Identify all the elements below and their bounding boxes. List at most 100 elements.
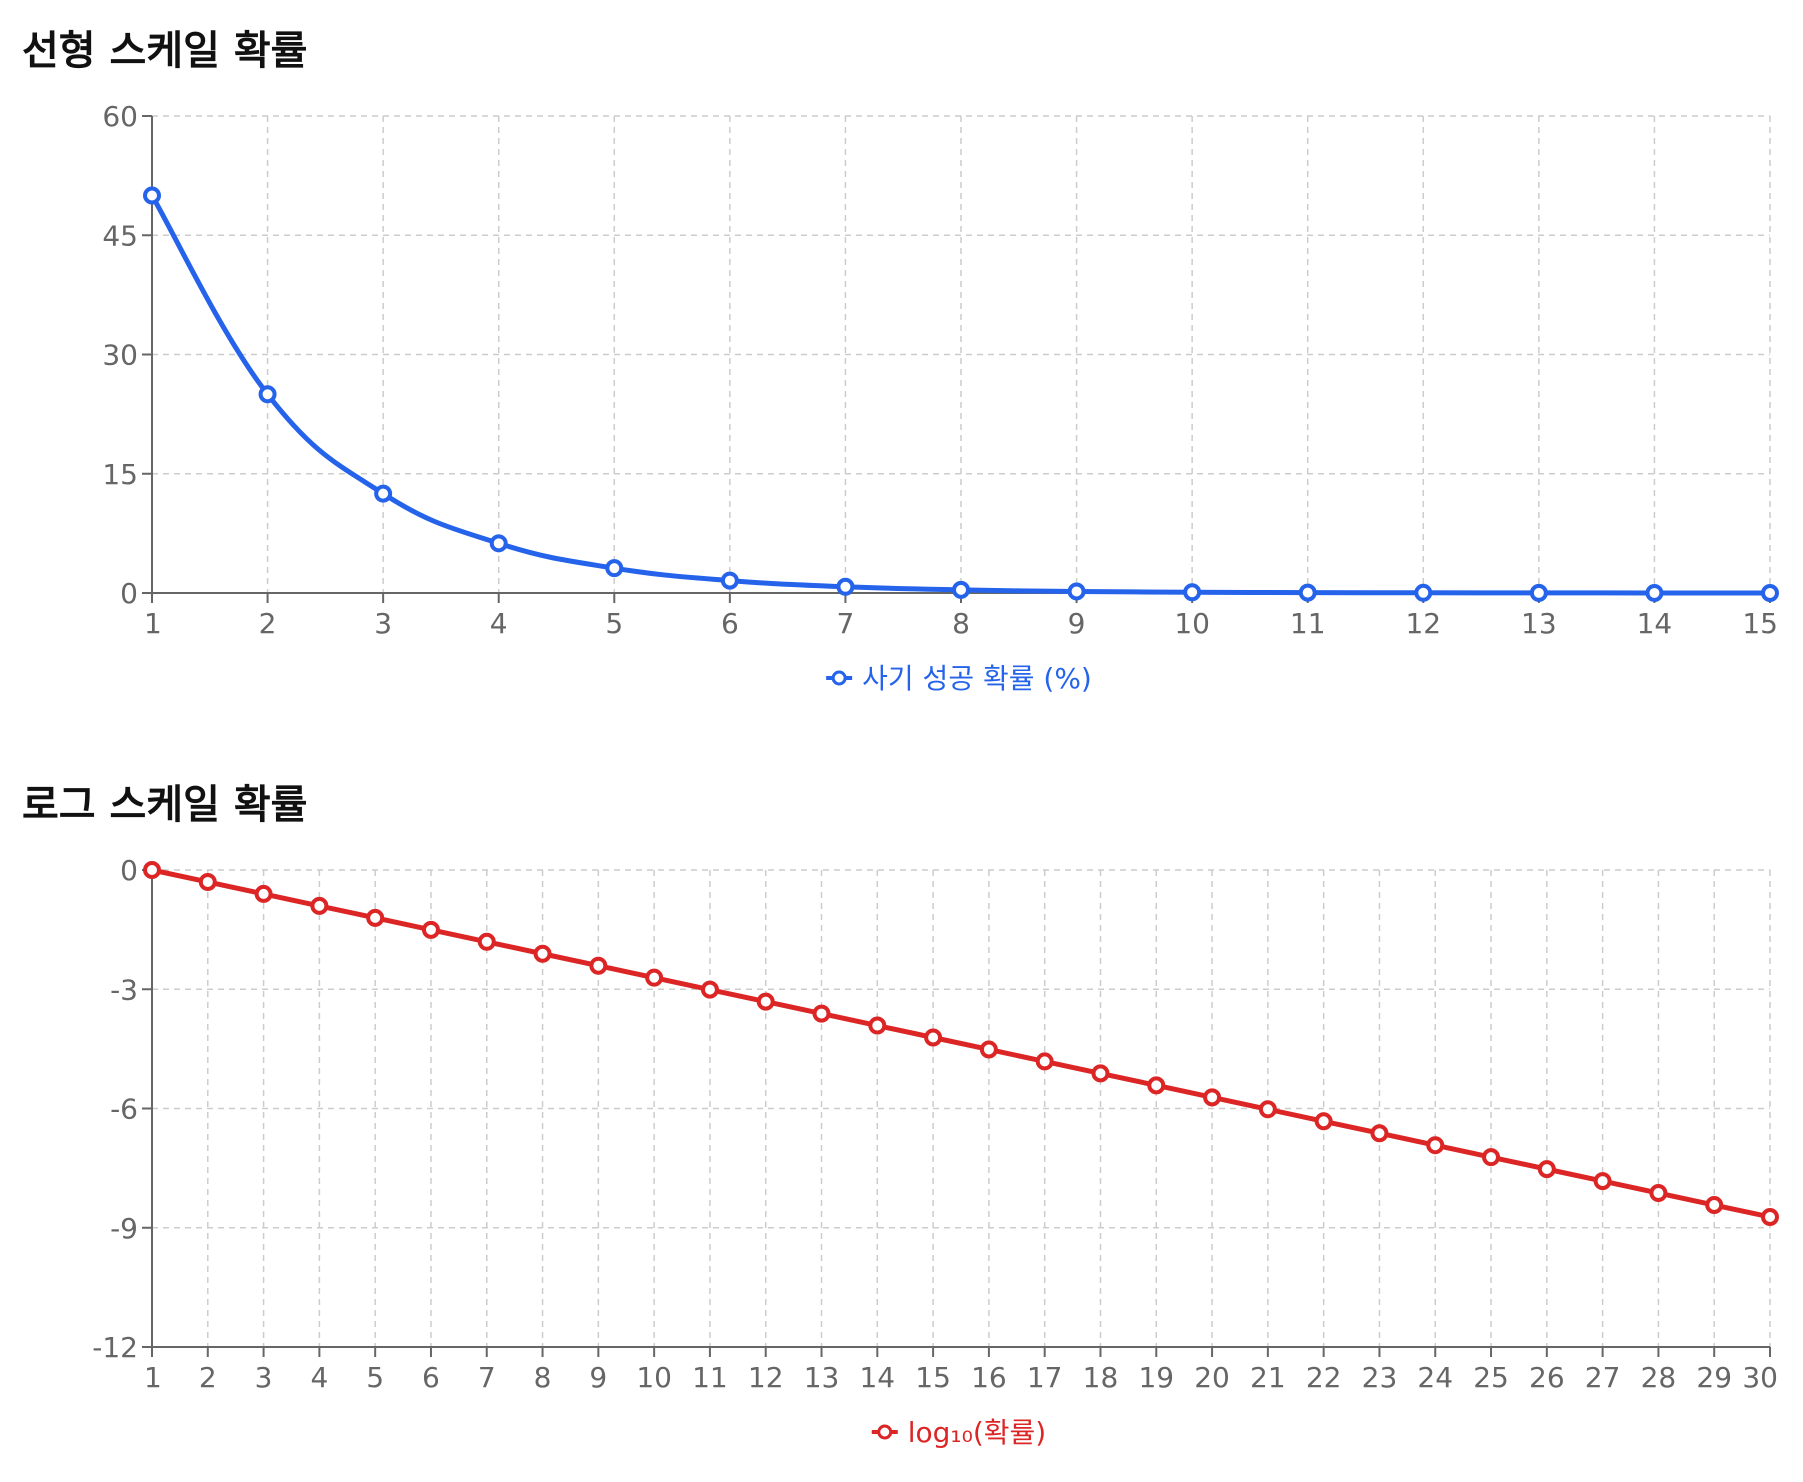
x-tick-label: 26 [1529,1361,1565,1394]
x-tick-label: 9 [589,1361,607,1394]
y-tick-label: 0 [120,577,138,610]
data-point [1067,582,1086,601]
x-tick-label: 9 [1068,607,1086,640]
y-tick-label: 45 [102,219,138,252]
data-point [1035,1052,1054,1071]
data-point [589,956,608,975]
x-tick-label: 14 [1637,607,1673,640]
x-tick-label: 12 [748,1361,784,1394]
data-point [143,861,161,879]
x-tick-label: 15 [1742,607,1778,640]
legend: log₁₀(확률) [871,1416,1047,1449]
x-tick-label: 20 [1194,1361,1230,1394]
x-tick-label: 11 [692,1361,728,1394]
y-tick-label: 15 [102,458,138,491]
data-point [1414,583,1433,602]
data-point [605,559,624,578]
x-tick-label: 12 [1405,607,1441,640]
data-point [1593,1172,1612,1191]
x-tick-label: 11 [1290,607,1326,640]
x-tick-label: 13 [1521,607,1557,640]
data-point [924,1028,943,1047]
x-tick-label: 8 [534,1361,552,1394]
data-point [1705,1196,1724,1215]
chart-title-linear: 선형 스케일 확률 [22,28,308,74]
data-point [645,968,664,987]
data-point [1645,583,1664,602]
x-tick-label: 10 [636,1361,672,1394]
x-tick-label: 16 [971,1361,1007,1394]
y-tick-label: -12 [92,1331,138,1364]
x-tick-label: 15 [915,1361,951,1394]
data-point [1183,583,1202,602]
data-point [258,385,277,404]
data-point [477,932,496,951]
x-tick-label: 13 [804,1361,840,1394]
x-tick-label: 27 [1585,1361,1621,1394]
x-tick-label: 22 [1306,1361,1342,1394]
data-point [720,571,739,590]
x-tick-label: 14 [859,1361,895,1394]
data-point [1258,1100,1277,1119]
x-tick-label: 21 [1250,1361,1286,1394]
data-point [366,908,385,927]
x-tick-label: 7 [478,1361,496,1394]
x-tick-label: 4 [310,1361,328,1394]
x-tick-label: 8 [952,607,970,640]
data-point [143,186,161,205]
data-point [1529,583,1548,602]
data-point [1298,583,1317,602]
y-tick-label: 60 [102,100,138,133]
x-tick-label: 6 [422,1361,440,1394]
data-point [756,992,775,1011]
y-tick-label: -9 [110,1212,138,1245]
x-tick-label: 4 [490,607,508,640]
data-point [1537,1160,1556,1179]
x-tick-label: 6 [721,607,739,640]
data-point [1147,1076,1166,1095]
x-tick-label: 3 [374,607,392,640]
x-tick-label: 28 [1641,1361,1677,1394]
legend: 사기 성공 확률 (%) [826,662,1092,695]
data-point [198,872,217,891]
x-tick-label: 10 [1174,607,1210,640]
grid [151,869,1771,1348]
data-point [979,1040,998,1059]
data-point [1370,1124,1389,1143]
x-tick-label: 1 [144,1361,162,1394]
x-tick-label: 7 [837,607,855,640]
grid [151,115,1771,594]
y-tick-label: 30 [102,339,138,372]
data-point [836,577,855,596]
x-tick-label: 3 [255,1361,273,1394]
data-point [1482,1148,1501,1167]
chart-title-log: 로그 스케일 확률 [22,782,308,828]
y-tick-label: -6 [110,1093,138,1126]
data-point [421,920,440,939]
x-tick-label: 29 [1696,1361,1732,1394]
data-point [489,534,508,553]
legend-label: log₁₀(확률) [908,1416,1047,1449]
x-tick-label: 23 [1362,1361,1398,1394]
y-tick-label: 0 [120,854,138,887]
x-tick-label: 2 [199,1361,217,1394]
data-point [374,484,393,503]
x-tick-label: 30 [1742,1361,1778,1394]
data-point [533,944,552,963]
x-tick-label: 25 [1473,1361,1509,1394]
x-tick-label: 24 [1417,1361,1453,1394]
log-probability-chart: -12-9-6-301 2 3 4 5 6 7 8 9 10 11 12 13 14 15 16 17 18 19 2… [92,854,1779,1449]
legend-label: 사기 성공 확률 (%) [862,662,1092,695]
data-point [868,1016,887,1035]
x-tick-label: 2 [259,607,277,640]
data-point [812,1004,831,1023]
data-point [254,884,273,903]
data-point [310,896,329,915]
data-point [1761,583,1779,602]
y-tick-label: -3 [110,973,138,1006]
x-tick-label: 5 [366,1361,384,1394]
data-point [1649,1184,1668,1203]
data-point [1314,1112,1333,1131]
data-point [700,980,719,999]
